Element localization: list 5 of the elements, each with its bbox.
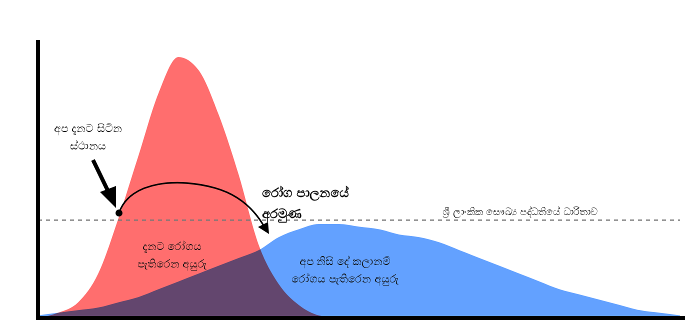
annotation: රෝග පාලනයේ අරමුණ: [262, 184, 350, 223]
annotation: දැනට රෝගය පැතිරෙන අයුරු: [137, 239, 208, 272]
annotation: අප නිසි දේ කලානම් රෝගය පැතිරෙන අයුරු: [292, 254, 400, 287]
ref-line-label: ශ්‍රී ලාංකික සෞඛ්‍ය පද්ධතියේ ධාරිතාව: [442, 205, 598, 218]
annotation: අප දැනට සිටින ස්ථානය: [54, 122, 122, 153]
